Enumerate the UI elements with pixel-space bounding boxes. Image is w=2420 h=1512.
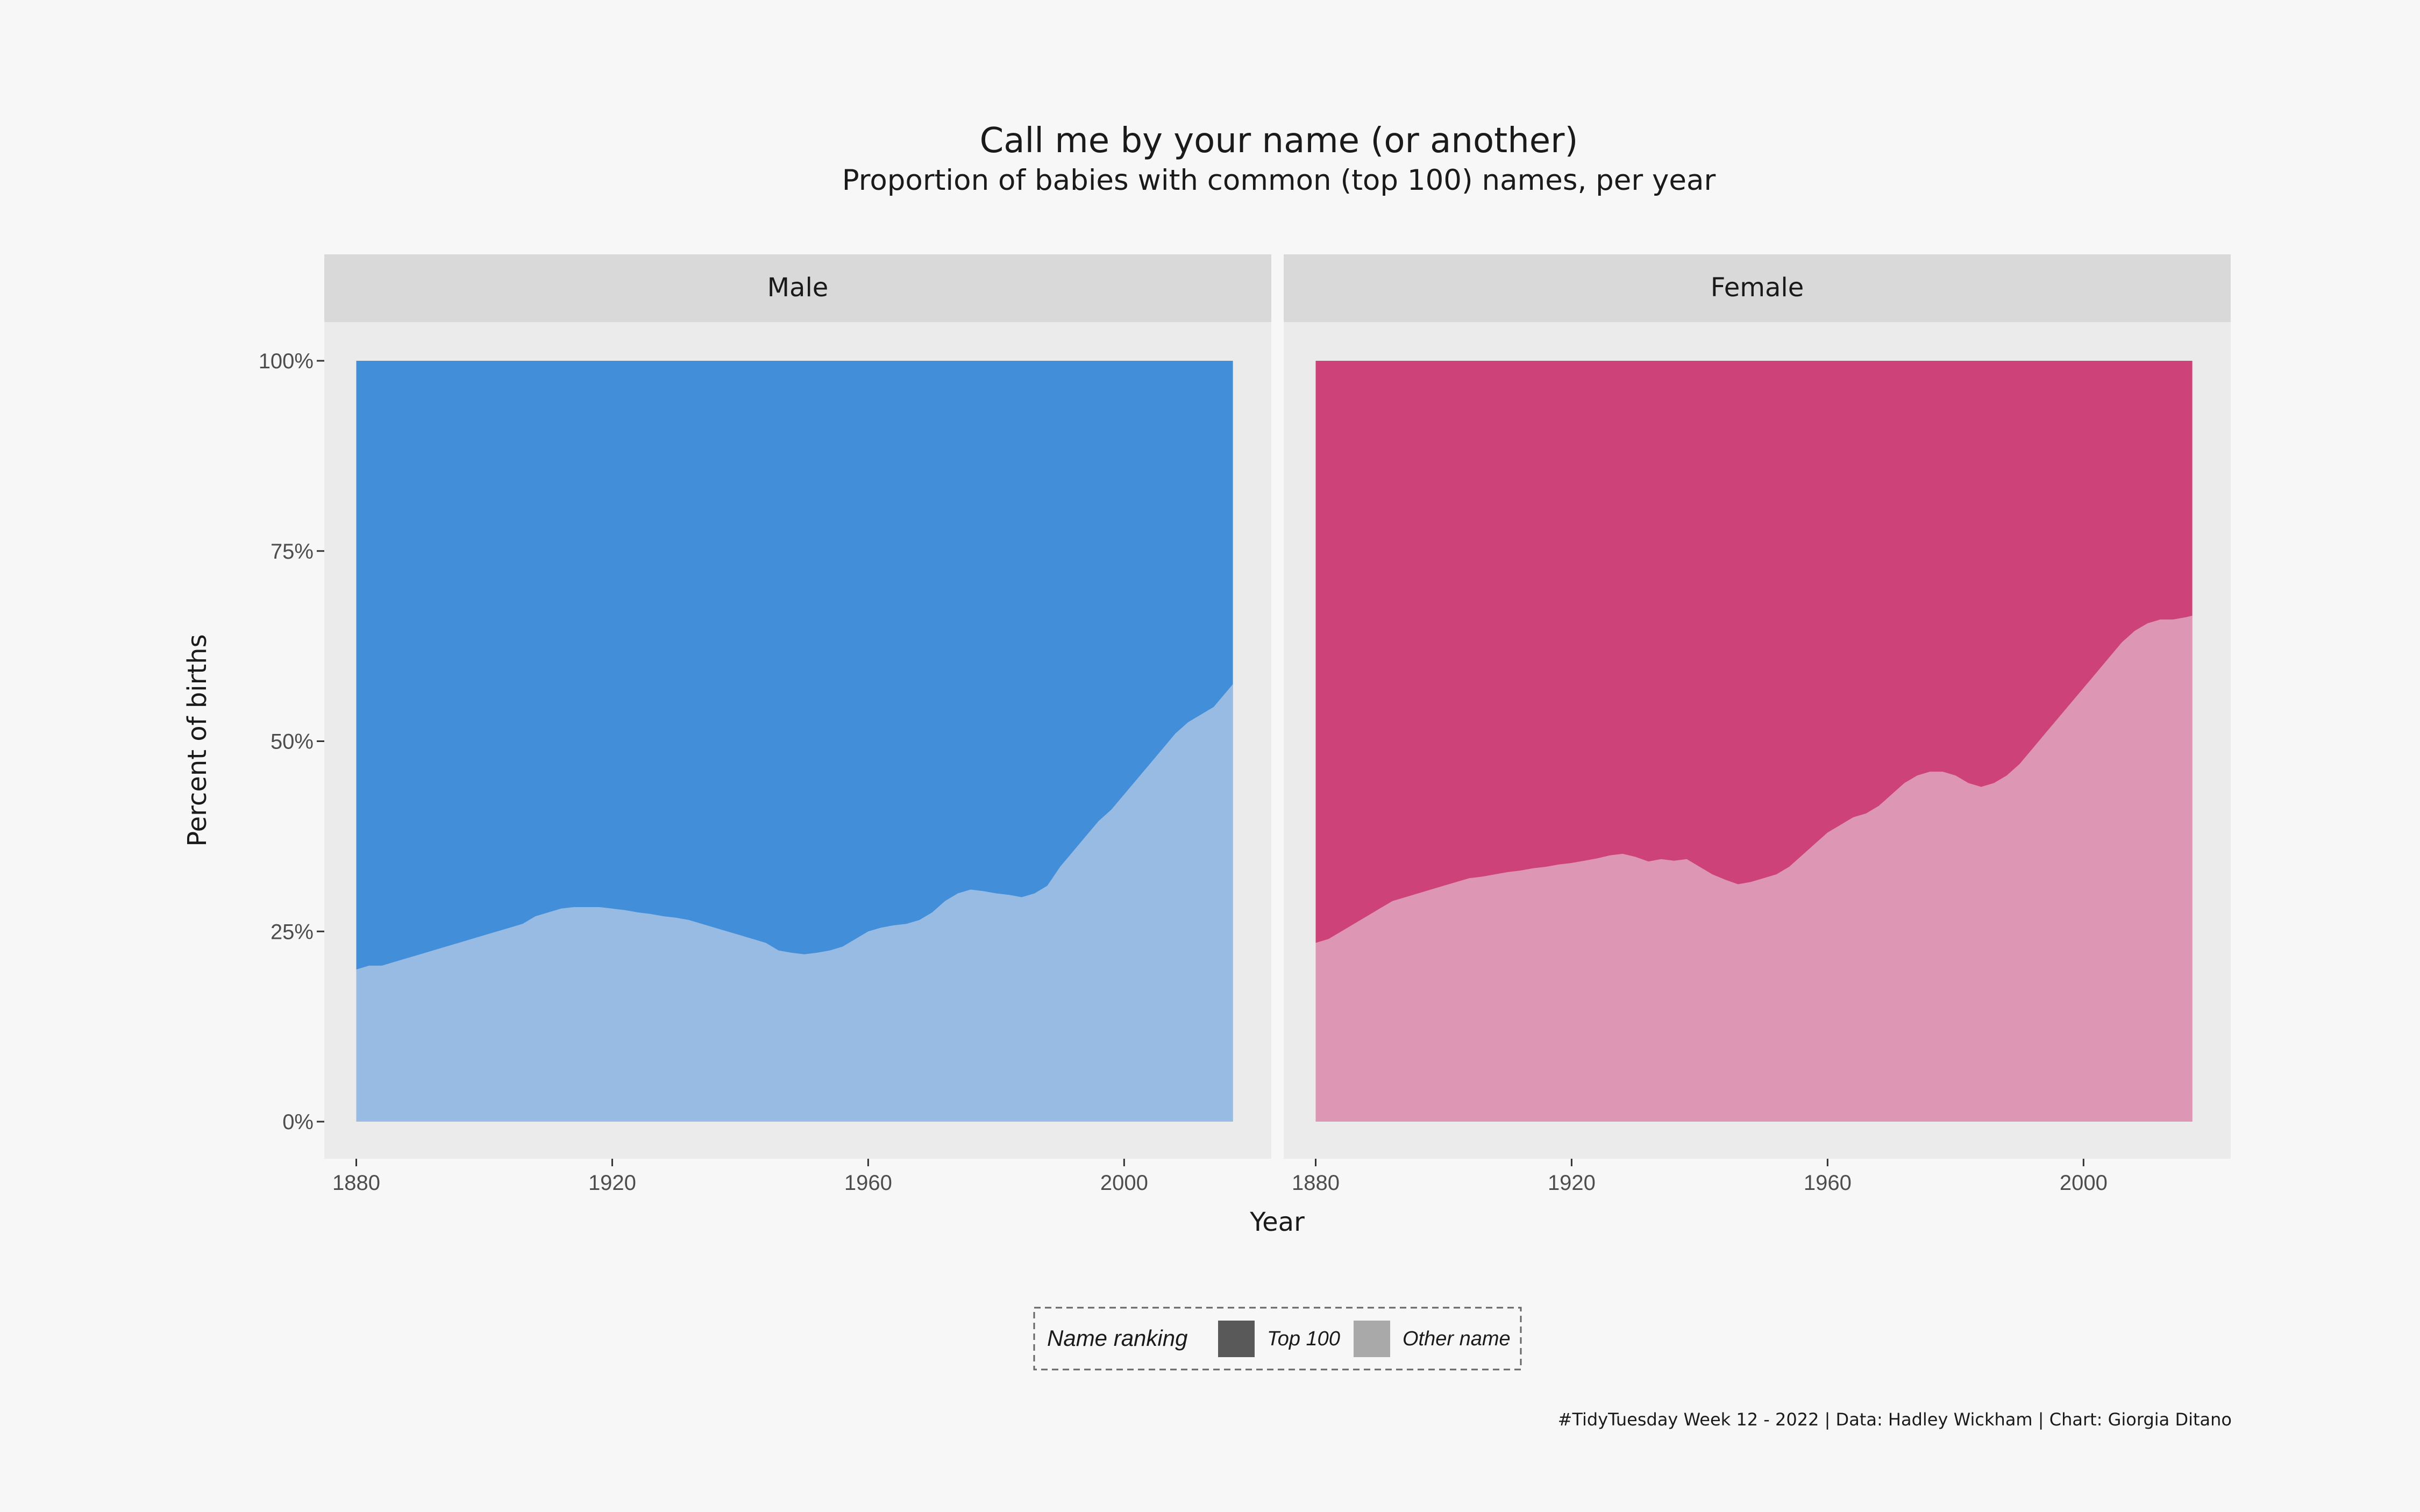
legend-label-other: Other name: [1403, 1328, 1511, 1350]
x-tick-label: 1880: [332, 1171, 380, 1195]
legend: Name ranking Top 100 Other name: [1033, 1307, 1522, 1371]
panel-female: Female 1880 1920 1960 2000: [1284, 254, 2231, 1195]
legend-key-other: [1354, 1321, 1390, 1357]
facet-label-female: Female: [1711, 273, 1804, 303]
area-other-name-female: [1315, 616, 2193, 1122]
legend-box: [1033, 1307, 1522, 1371]
x-tick-label: 1960: [1804, 1171, 1852, 1195]
x-tick-label: 2000: [2060, 1171, 2108, 1195]
legend-key-top100: [1218, 1321, 1255, 1357]
x-tick-label: 2000: [1100, 1171, 1148, 1195]
y-tick-label: 0%: [282, 1110, 314, 1134]
x-tick-label: 1920: [588, 1171, 636, 1195]
y-axis-label: Percent of births: [182, 634, 212, 846]
y-tick-label: 75%: [271, 540, 314, 564]
y-tick-label: 50%: [271, 730, 314, 754]
x-tick-label: 1880: [1292, 1171, 1340, 1195]
x-tick-label: 1920: [1548, 1171, 1596, 1195]
y-tick-label: 25%: [271, 920, 314, 944]
chart-title: Call me by your name (or another): [980, 121, 1578, 161]
legend-label-top100: Top 100: [1267, 1328, 1340, 1350]
facet-panels: Male 1880 1920 1960 2000 0% 25% 50% 75% 100% Femal…: [259, 254, 2231, 1195]
legend-title: Name ranking: [1047, 1325, 1187, 1351]
facet-strip: [1284, 254, 2231, 322]
x-tick-label: 1960: [844, 1171, 892, 1195]
area-other-name-male: [356, 684, 1233, 1122]
facet-strip: [324, 254, 1271, 322]
caption: #TidyTuesday Week 12 - 2022 | Data: Hadl…: [1558, 1409, 2232, 1430]
chart-subtitle: Proportion of babies with common (top 10…: [842, 164, 1716, 197]
facet-label-male: Male: [767, 273, 829, 303]
x-axis-label: Year: [1249, 1207, 1305, 1237]
panel-male: Male 1880 1920 1960 2000 0% 25% 50% 75% 100%: [259, 254, 1271, 1195]
y-tick-label: 100%: [259, 350, 314, 373]
